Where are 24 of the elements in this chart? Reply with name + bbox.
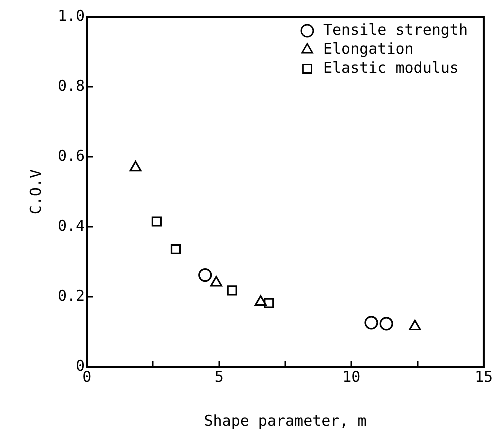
point xyxy=(264,298,274,308)
point xyxy=(380,317,394,331)
y-tick-label: 0.6 xyxy=(58,146,86,165)
point xyxy=(198,268,212,282)
legend-label: Elastic modulus xyxy=(323,58,459,77)
point xyxy=(170,244,182,254)
y-tick-label: 0.2 xyxy=(58,286,86,305)
x-tick-label: 5 xyxy=(214,368,224,386)
y-axis-title: C.O.V xyxy=(26,169,45,215)
point xyxy=(130,161,142,172)
y-tick-label: 0.4 xyxy=(58,216,86,235)
point xyxy=(254,295,267,306)
y-tick-label: 1.0 xyxy=(58,6,86,25)
x-tick-label: 15 xyxy=(474,368,493,386)
x-axis-title: Shape parameter, m xyxy=(204,412,367,430)
legend-label: Elongation xyxy=(323,40,414,58)
point xyxy=(210,276,222,287)
legend-label: Tensile strength xyxy=(323,20,468,39)
point xyxy=(227,286,238,296)
y-tick-label: 0.8 xyxy=(58,76,86,95)
x-tick-label: 10 xyxy=(342,368,361,386)
point xyxy=(364,316,378,330)
point xyxy=(152,216,162,227)
point xyxy=(409,320,422,331)
